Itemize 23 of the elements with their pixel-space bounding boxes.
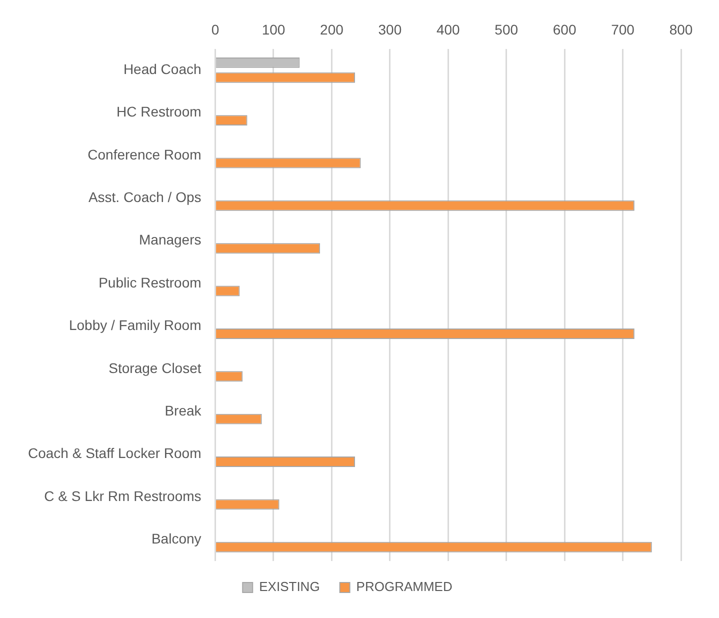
y-tick-label: Conference Room xyxy=(88,146,202,162)
y-tick-label: Break xyxy=(164,402,202,418)
x-tick-label: 500 xyxy=(494,21,518,38)
y-tick-label: Managers xyxy=(139,232,202,248)
legend-label: PROGRAMMED xyxy=(356,579,452,594)
x-tick-label: 700 xyxy=(611,21,635,38)
y-tick-label: Asst. Coach / Ops xyxy=(88,189,202,206)
x-tick-label: 600 xyxy=(552,21,576,38)
x-tick-label: 0 xyxy=(211,21,220,38)
x-tick-label: 200 xyxy=(320,21,344,38)
y-tick-label: Storage Closet xyxy=(108,360,202,376)
x-tick-label: 100 xyxy=(262,21,286,38)
y-tick-label: Balcony xyxy=(151,530,202,547)
x-tick-label: 800 xyxy=(669,21,693,38)
y-tick-label: C & S Lkr Rm Restrooms xyxy=(44,488,202,504)
legend-label: EXISTING xyxy=(259,579,320,594)
y-tick-label: Lobby / Family Room xyxy=(68,317,202,334)
x-tick-label: 300 xyxy=(378,21,402,38)
y-tick-label: Head Coach xyxy=(123,61,202,77)
y-tick-label: Public Restroom xyxy=(98,274,202,290)
y-tick-label: Coach & Staff Locker Room xyxy=(28,445,202,462)
x-tick-label: 400 xyxy=(436,21,460,38)
y-tick-label: HC Restroom xyxy=(116,104,202,120)
